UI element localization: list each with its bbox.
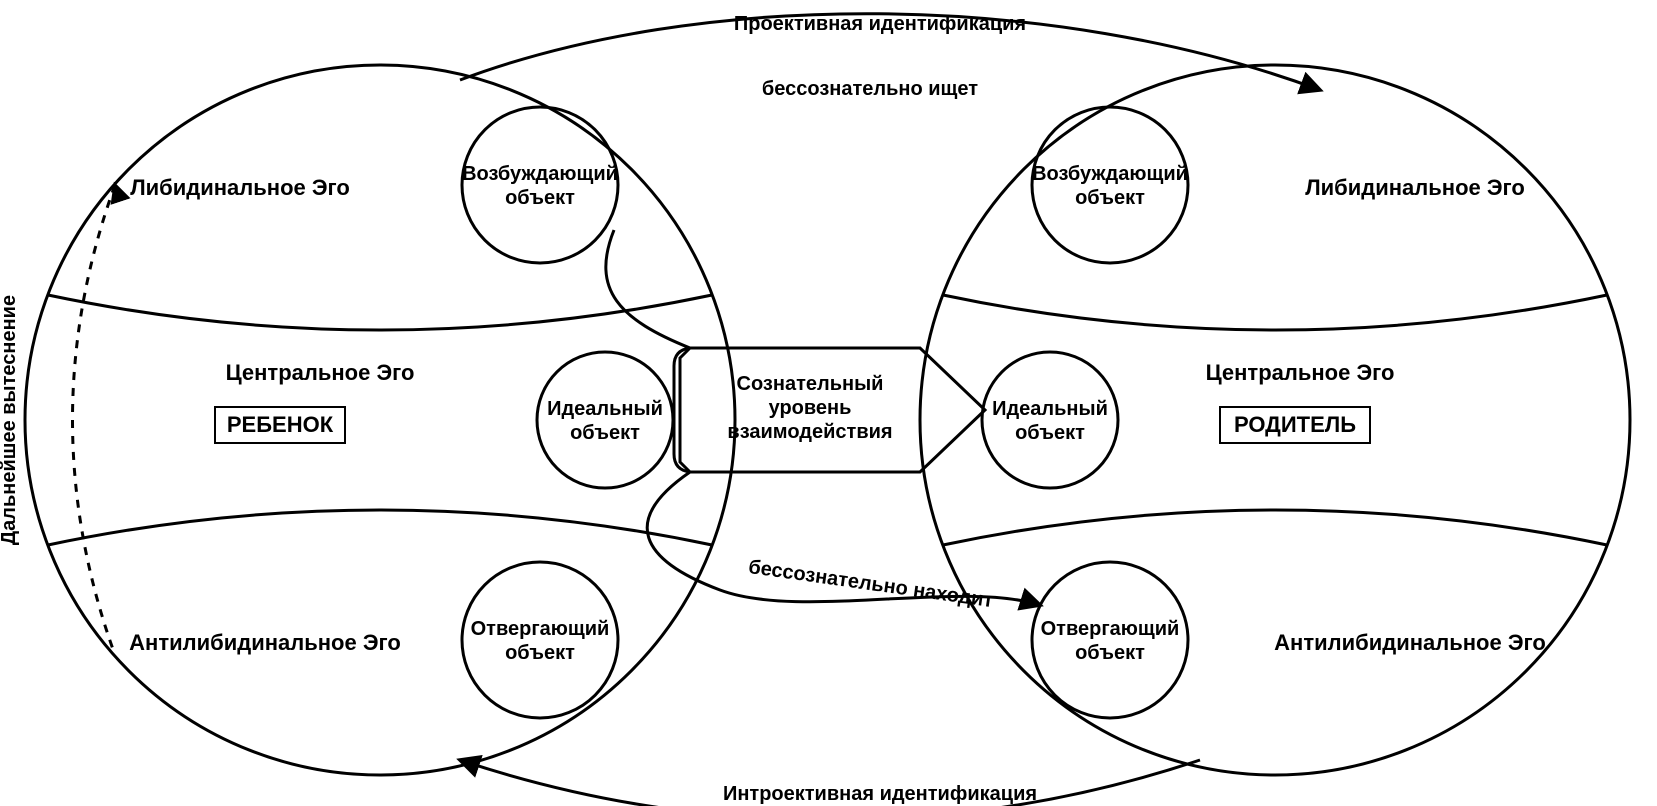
svg-text:Сознательный: Сознательный xyxy=(737,373,884,395)
svg-text:объект: объект xyxy=(505,187,575,209)
svg-text:Возбуждающий: Возбуждающий xyxy=(1032,163,1188,185)
parent-circle: Либидинальное Эго Центральное Эго Антили… xyxy=(920,65,1630,775)
svg-text:объект: объект xyxy=(1075,187,1145,209)
child-rejecting-node: Отвергающий объект xyxy=(462,562,618,718)
parent-exciting-node: Возбуждающий объект xyxy=(1032,107,1188,263)
svg-text:Возбуждающий: Возбуждающий xyxy=(462,163,618,185)
parent-box-label: РОДИТЕЛЬ xyxy=(1234,412,1356,437)
svg-text:объект: объект xyxy=(570,422,640,444)
child-bottom-region: Антилибидинальное Эго xyxy=(129,630,401,655)
parent-middle-region: Центральное Эго xyxy=(1206,360,1395,385)
svg-text:Идеальный: Идеальный xyxy=(547,398,663,420)
child-box-label: РЕБЕНОК xyxy=(227,412,334,437)
seeks-curve-start xyxy=(606,230,690,348)
parent-top-region: Либидинальное Эго xyxy=(1305,175,1525,200)
parent-rejecting-node: Отвергающий объект xyxy=(1032,562,1188,718)
svg-text:уровень: уровень xyxy=(769,397,852,419)
svg-text:Идеальный: Идеальный xyxy=(992,398,1108,420)
parent-ideal-node: Идеальный объект xyxy=(982,352,1118,488)
child-circle: Либидинальное Эго Центральное Эго Антили… xyxy=(25,65,735,775)
svg-text:объект: объект xyxy=(505,642,575,664)
conscious-interaction-arrow: Сознательный уровень взаимодействия xyxy=(674,348,985,472)
child-top-region: Либидинальное Эго xyxy=(130,175,350,200)
child-exciting-node: Возбуждающий объект xyxy=(462,107,618,263)
svg-text:Отвергающий: Отвергающий xyxy=(471,618,610,640)
introjective-label: Интроективная идентификация xyxy=(723,783,1037,805)
repression-label: Дальнейшее вытеснение xyxy=(0,295,20,545)
repression-dashed-arc xyxy=(73,185,116,655)
svg-text:объект: объект xyxy=(1015,422,1085,444)
finds-label: бессознательно находит xyxy=(747,556,995,612)
child-ideal-node: Идеальный объект xyxy=(537,352,673,488)
psychodynamic-diagram: Либидинальное Эго Центральное Эго Антили… xyxy=(0,0,1657,806)
svg-text:объект: объект xyxy=(1075,642,1145,664)
parent-bottom-region: Антилибидинальное Эго xyxy=(1274,630,1546,655)
seeks-label: бессознательно ищет xyxy=(762,78,978,100)
svg-text:Отвергающий: Отвергающий xyxy=(1041,618,1180,640)
child-middle-region: Центральное Эго xyxy=(226,360,415,385)
projective-label: Проективная идентификация xyxy=(734,13,1026,35)
svg-text:взаимодействия: взаимодействия xyxy=(727,421,892,443)
